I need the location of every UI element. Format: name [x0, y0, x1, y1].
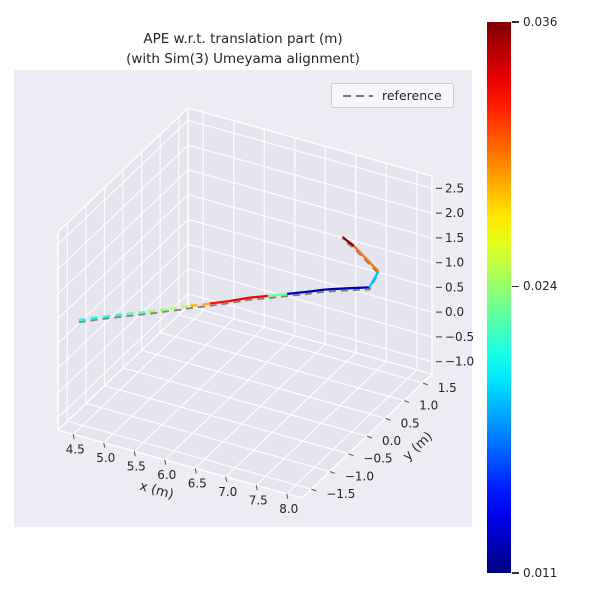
trajectory-segment — [228, 296, 250, 303]
z-tick-label: 1.0 — [445, 256, 464, 270]
colorbar-tick-mark — [512, 572, 519, 574]
grid-line-z — [57, 194, 189, 320]
grid-line-y — [141, 349, 386, 419]
trajectory-segment — [209, 299, 230, 305]
grid-line-z — [187, 268, 433, 338]
z-tick-label: 0.5 — [445, 280, 464, 294]
x-tick-label: 6.0 — [157, 468, 176, 482]
y-tick-label: 0.0 — [382, 434, 401, 448]
x-tick-mark — [194, 468, 197, 474]
y-tick-mark — [403, 400, 410, 404]
trajectory-segment — [147, 307, 170, 313]
grid-line-y — [104, 385, 349, 455]
z-tick-label: 1.5 — [445, 231, 464, 245]
z-tick-label: 0.0 — [445, 305, 464, 319]
trajectory-segment — [325, 287, 346, 291]
colorbar-gradient — [487, 22, 511, 573]
x-tick-label: 7.5 — [249, 493, 268, 507]
y-tick-label: −0.5 — [363, 452, 392, 466]
colorbar-tick-label: 0.011 — [523, 566, 558, 580]
x-tick-mark — [255, 485, 258, 491]
grid-line-z — [187, 144, 433, 214]
grid-line-y — [122, 367, 368, 437]
x-tick-mark — [72, 434, 75, 440]
x-tick-label: 5.5 — [127, 459, 146, 473]
x-tick-mark — [133, 451, 136, 457]
colorbar-tick-label: 0.024 — [523, 279, 558, 294]
grid-line-z — [57, 243, 189, 369]
grid-line-z — [57, 144, 189, 270]
reference-dashed-line-sample — [343, 94, 373, 97]
grid-line-z — [57, 293, 189, 419]
grid-line-z — [187, 119, 433, 189]
z-tick-label: −1.0 — [445, 355, 474, 369]
grid-line-z — [187, 243, 433, 313]
trajectory-segment — [345, 286, 370, 290]
trajectory-segment — [103, 312, 127, 318]
trajectory-segment — [306, 288, 327, 294]
grid-line-y — [178, 314, 423, 384]
z-tick-label: −0.5 — [445, 330, 474, 344]
x-tick-label: 4.5 — [66, 442, 85, 456]
y-tick-label: 0.5 — [401, 416, 420, 430]
z-tick-label: 2.5 — [445, 181, 464, 195]
x-tick-label: 8.0 — [279, 502, 298, 516]
x-tick-mark — [103, 442, 106, 448]
trajectory-segment — [287, 290, 307, 295]
cube-edge — [57, 305, 189, 431]
y-tick-mark — [385, 417, 391, 421]
y-tick-label: 1.0 — [419, 399, 438, 413]
grid-line-z — [57, 268, 189, 394]
cube-edge — [57, 429, 303, 499]
grid-line-y — [159, 332, 405, 402]
grid-line-y — [67, 420, 312, 490]
trajectory-segment — [341, 236, 355, 247]
trajectory-segment — [190, 302, 210, 308]
x-tick-label: 6.5 — [188, 476, 207, 490]
trajectory-segment — [126, 310, 149, 316]
grid-line-y — [85, 402, 331, 472]
colorbar-tick-mark — [512, 21, 519, 23]
y-tick-mark — [348, 453, 354, 457]
plot-title: APE w.r.t. translation part (m) (with Si… — [14, 29, 472, 70]
y-tick-label: 1.5 — [438, 381, 457, 395]
grid-line-z — [57, 169, 189, 295]
z-tick-label: 2.0 — [445, 206, 464, 220]
colorbar-tick-mark — [512, 285, 519, 288]
cube-edge — [187, 107, 433, 177]
colorbar-tick-label: 0.036 — [523, 15, 558, 29]
trajectory-segment — [268, 292, 288, 298]
y-tick-mark — [366, 435, 373, 439]
x-tick-mark — [164, 459, 167, 465]
y-tick-label: −1.5 — [326, 487, 355, 501]
reference-trajectory — [78, 238, 380, 324]
x-tick-label: 7.0 — [218, 485, 237, 499]
trajectory-segment — [368, 270, 380, 288]
grid-line-z — [187, 218, 433, 288]
y-tick-label: −1.0 — [345, 469, 374, 483]
y-tick-mark — [329, 470, 336, 474]
x-tick-mark — [286, 493, 289, 499]
cube-edge — [187, 305, 433, 375]
trajectory-segment — [249, 294, 269, 299]
plot-title-line2: (with Sim(3) Umeyama alignment) — [126, 51, 360, 68]
grid-line-z — [187, 293, 433, 363]
trajectory-segment — [169, 304, 191, 311]
grid-line-z — [187, 169, 433, 239]
right-wall-pane — [188, 108, 432, 374]
legend-label: reference — [382, 88, 442, 103]
y-tick-mark — [422, 382, 428, 386]
trajectory-segment — [353, 245, 380, 273]
y-tick-mark — [311, 488, 317, 492]
plot-title-line1: APE w.r.t. translation part (m) — [143, 31, 343, 47]
grid-line-z — [57, 119, 189, 245]
cube-edge — [57, 107, 189, 233]
x-tick-mark — [225, 476, 228, 482]
grid-line-z — [187, 194, 433, 264]
legend: reference — [331, 83, 454, 108]
x-tick-label: 5.0 — [96, 451, 115, 465]
trajectory-segment — [78, 315, 104, 322]
